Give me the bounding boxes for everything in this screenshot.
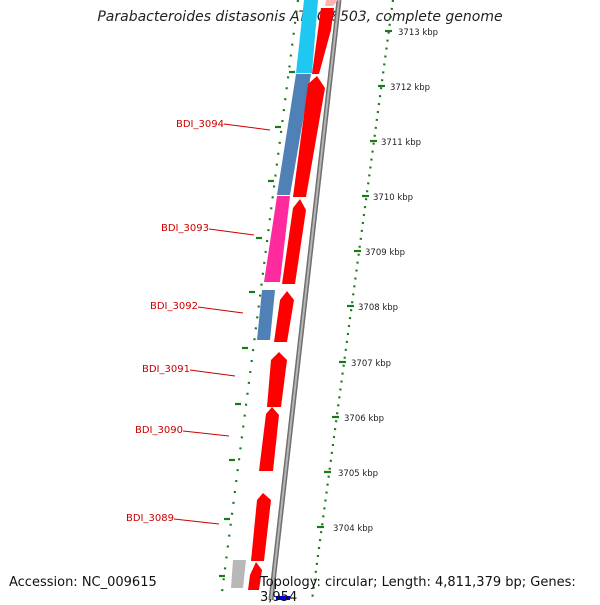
cds-arrow (312, 8, 334, 74)
kbp-label-3710: 3710 kbp (373, 193, 413, 203)
kbp-label-3708: 3708 kbp (358, 303, 398, 313)
blue-feature (276, 596, 290, 600)
inner-scale-ring (219, 0, 300, 600)
gene-label-3090: BDI_3090 (135, 425, 183, 436)
kbp-label-3707: 3707 kbp (351, 359, 391, 369)
gene-label-3092: BDI_3092 (150, 301, 198, 312)
cog-track (231, 0, 318, 588)
gene-labels: BDI_3094 BDI_3093 BDI_3092 BDI_3091 BDI_… (126, 119, 224, 524)
gene-label-3094: BDI_3094 (176, 119, 224, 130)
cds-arrow (325, 0, 338, 6)
kbp-label-3705: 3705 kbp (338, 469, 378, 479)
kbp-label-3711: 3711 kbp (381, 138, 421, 148)
cds-arrow-3089 (251, 493, 271, 561)
genome-summary-text: Topology: circular; Length: 4,811,379 bp… (260, 575, 576, 605)
kbp-labels: 3713 kbp 3712 kbp 3711 kbp 3710 kbp 3709… (333, 28, 438, 534)
kbp-ticks (317, 29, 392, 529)
cog-block-magenta-3093 (264, 196, 290, 282)
cds-arrow (248, 562, 262, 590)
cds-track (248, 0, 338, 590)
cds-arrow-3091 (267, 352, 287, 407)
cds-arrow-3094 (293, 76, 325, 197)
gene-label-3089: BDI_3089 (126, 513, 174, 524)
genome-title: Parabacteroides distasonis ATCC 8503, co… (97, 9, 503, 25)
cds-arrow-3092 (274, 291, 294, 342)
kbp-label-3713: 3713 kbp (398, 28, 438, 38)
backbone (268, 0, 342, 600)
kbp-label-3709: 3709 kbp (365, 248, 405, 258)
inner-ticks (219, 70, 295, 578)
gene-leader-lines (173, 123, 271, 525)
cog-block-cyan (296, 0, 318, 73)
cog-block-blue-3094 (277, 74, 311, 195)
cog-block-grey (231, 560, 246, 588)
kbp-label-3712: 3712 kbp (390, 83, 430, 93)
kbp-label-3704: 3704 kbp (333, 524, 373, 534)
gene-label-3091: BDI_3091 (142, 364, 190, 375)
outer-scale-ring (310, 0, 395, 600)
cds-arrow-3090 (259, 407, 279, 471)
accession-text: Accession: NC_009615 (9, 575, 157, 590)
gene-label-3093: BDI_3093 (161, 223, 209, 234)
cds-arrow-3093 (282, 199, 306, 284)
kbp-label-3706: 3706 kbp (344, 414, 384, 424)
cog-block-blue-3092 (257, 290, 275, 340)
